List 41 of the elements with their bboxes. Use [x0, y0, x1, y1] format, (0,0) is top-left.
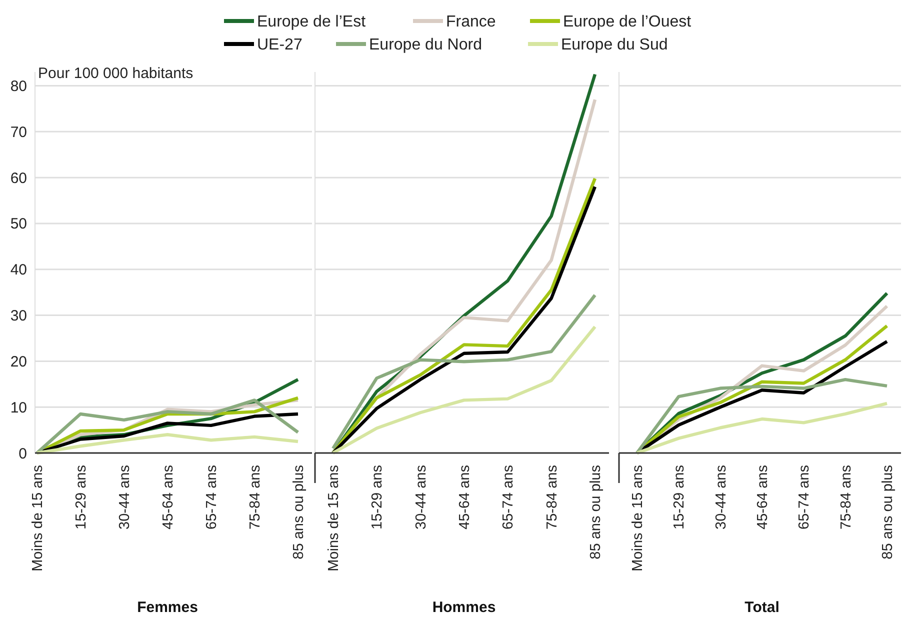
x-tick-label: 75-84 ans — [838, 465, 854, 530]
x-tick-label: 75-84 ans — [248, 465, 264, 530]
y-axis-title: Pour 100 000 habitants — [38, 64, 194, 82]
x-tick-label: 30-44 ans — [713, 465, 730, 530]
y-tick-label: 50 — [10, 216, 27, 233]
y-tick-label: 80 — [10, 78, 27, 96]
legend-label: Europe de l’Ouest — [563, 14, 692, 31]
x-axis-title: Hommes — [432, 599, 496, 616]
legend-label: France — [446, 14, 496, 31]
y-tick-label: 30 — [10, 308, 27, 325]
y-tick-label: 70 — [10, 124, 27, 141]
legend-label: Europe de l’Est — [257, 14, 366, 31]
legend-label: UE-27 — [257, 36, 302, 54]
x-tick-label: 65-74 ans — [204, 465, 220, 530]
y-tick-label: 0 — [18, 445, 27, 462]
x-tick-label: 75-84 ans — [544, 465, 560, 530]
x-tick-label: Moins de 15 ans — [630, 465, 646, 572]
x-tick-label: 65-74 ans — [796, 465, 813, 530]
x-tick-label: 85 ans ou plus — [880, 465, 896, 560]
x-tick-label: 85 ans ou plus — [291, 465, 307, 560]
x-tick-label: Moins de 15 ans — [30, 465, 46, 572]
x-tick-label: 45-64 ans — [160, 465, 176, 530]
x-tick-label: 15-29 ans — [672, 465, 688, 530]
x-tick-label: 85 ans ou plus — [588, 465, 604, 560]
y-tick-label: 20 — [10, 353, 27, 370]
y-tick-label: 60 — [10, 170, 27, 187]
legend-label: Europe du Nord — [369, 36, 482, 54]
x-tick-label: 15-29 ans — [74, 465, 90, 530]
x-axis-title: Femmes — [137, 599, 198, 616]
y-tick-label: 40 — [10, 262, 27, 279]
x-tick-label: Moins de 15 ans — [326, 465, 342, 572]
y-tick-label: 10 — [10, 399, 27, 416]
x-axis-title: Total — [744, 599, 780, 616]
x-tick-label: 45-64 ans — [457, 465, 473, 530]
line-series — [35, 433, 300, 455]
x-tick-label: 15-29 ans — [370, 465, 386, 530]
x-tick-label: 65-74 ans — [500, 465, 517, 530]
x-tick-label: 45-64 ans — [755, 465, 771, 530]
x-tick-label: 30-44 ans — [413, 465, 430, 530]
x-tick-label: 30-44 ans — [117, 465, 133, 530]
legend-label: Europe du Sud — [561, 36, 668, 54]
